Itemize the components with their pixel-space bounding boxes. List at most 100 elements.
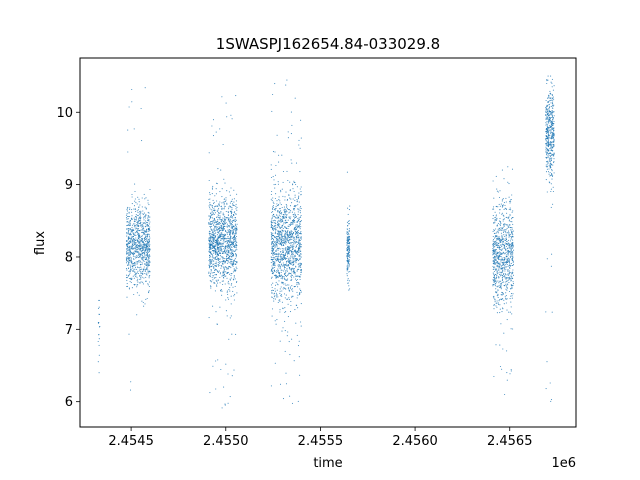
data-point [510, 230, 513, 232]
data-point [286, 79, 288, 81]
data-point [276, 134, 278, 136]
data-point [129, 237, 131, 239]
data-point [146, 267, 148, 269]
data-point [553, 127, 555, 129]
data-point [288, 260, 290, 262]
data-point [236, 292, 238, 294]
data-point [493, 253, 495, 255]
data-point [496, 268, 498, 270]
data-point [147, 220, 149, 222]
data-point [231, 264, 233, 266]
data-point [229, 279, 231, 281]
data-point [289, 286, 291, 288]
data-point [494, 222, 496, 224]
data-point [136, 221, 138, 223]
data-point [211, 207, 214, 209]
data-point [209, 265, 211, 267]
data-point [286, 208, 289, 210]
data-point [500, 288, 502, 290]
data-point [273, 300, 275, 302]
data-point [133, 224, 136, 227]
data-point [271, 237, 273, 239]
data-point [215, 225, 217, 227]
data-point [284, 209, 286, 211]
data-point [508, 246, 511, 248]
data-point [546, 361, 548, 363]
data-point [271, 257, 273, 259]
data-point [273, 264, 275, 267]
data-point [229, 290, 231, 292]
data-point [272, 210, 274, 213]
data-point [230, 273, 232, 275]
data-point [148, 257, 150, 259]
data-point [214, 238, 216, 240]
data-point [141, 271, 143, 273]
data-point [549, 129, 551, 131]
data-point [140, 281, 142, 283]
data-point [283, 275, 285, 278]
data-point [505, 237, 507, 239]
data-point [293, 360, 295, 362]
data-point [216, 284, 218, 286]
data-point [300, 303, 302, 305]
data-point [279, 299, 281, 301]
data-point [294, 212, 296, 214]
data-point [274, 228, 276, 230]
data-point [495, 278, 497, 280]
data-point [495, 281, 498, 283]
data-point [217, 359, 219, 361]
data-point [125, 268, 128, 270]
data-point [137, 254, 139, 256]
data-point [223, 234, 225, 236]
data-point [131, 247, 133, 249]
data-point [220, 267, 222, 269]
data-point [348, 260, 350, 262]
data-point [495, 260, 498, 262]
data-point [219, 191, 221, 193]
data-point [137, 261, 139, 263]
data-point [229, 255, 231, 257]
data-point [498, 303, 500, 305]
data-point [502, 261, 504, 263]
data-point [553, 158, 555, 160]
data-point [227, 282, 229, 284]
data-point [230, 215, 232, 217]
data-point [348, 235, 351, 238]
data-point [293, 270, 295, 272]
data-point [128, 287, 130, 289]
data-point [211, 276, 213, 279]
data-point [278, 222, 280, 225]
data-point [496, 295, 498, 297]
data-point [550, 134, 552, 136]
data-point [549, 112, 551, 114]
data-point [145, 238, 148, 240]
data-point [132, 242, 134, 244]
data-point [507, 230, 510, 232]
data-point [235, 205, 237, 207]
data-point [147, 238, 149, 240]
data-point [553, 153, 555, 155]
data-point [348, 259, 350, 261]
data-point [126, 209, 128, 211]
data-point [126, 247, 128, 250]
data-point [500, 256, 502, 258]
data-point [227, 257, 230, 259]
data-point [141, 272, 143, 275]
data-point [552, 186, 554, 188]
data-point [294, 205, 296, 207]
data-point [220, 242, 222, 245]
data-point [548, 110, 550, 113]
data-point [505, 245, 507, 248]
data-point [546, 191, 548, 193]
data-point [506, 372, 508, 374]
data-point [506, 298, 508, 300]
data-point [213, 218, 215, 221]
data-point [134, 250, 136, 252]
data-point [545, 114, 547, 116]
data-point [508, 274, 510, 276]
data-point [281, 301, 283, 303]
data-point [280, 266, 282, 268]
data-point [504, 229, 506, 231]
data-point [143, 228, 145, 230]
data-point [501, 248, 503, 250]
